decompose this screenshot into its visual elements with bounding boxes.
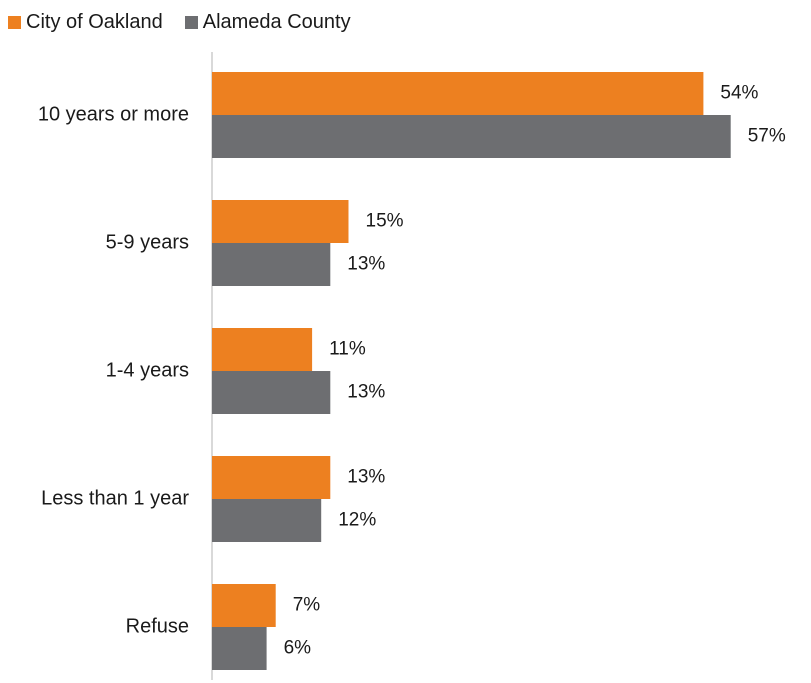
category-label-10-years-or-more: 10 years or more <box>38 103 189 125</box>
legend-label-city-of-oakland: City of Oakland <box>26 10 163 33</box>
bar-city-of-oakland-10-years-or-more <box>212 72 704 115</box>
data-label-alameda-county-less-than-1-year: 12% <box>338 510 376 531</box>
category-label-1-4-years: 1-4 years <box>106 359 189 381</box>
category-label-5-9-years: 5-9 years <box>106 231 189 253</box>
legend-item-alameda-county: Alameda County <box>184 10 351 34</box>
bar-alameda-county-10-years-or-more <box>212 115 731 158</box>
legend: City of Oakland Alameda County <box>8 8 373 36</box>
legend-label-alameda-county: Alameda County <box>202 10 351 33</box>
data-label-alameda-county-5-9-years: 13% <box>347 254 385 275</box>
bar-city-of-oakland-refuse <box>212 584 276 627</box>
data-label-city-of-oakland-1-4-years: 11% <box>329 339 366 360</box>
legend-swatch-city-of-oakland <box>8 15 21 29</box>
data-label-city-of-oakland-10-years-or-more: 54% <box>720 83 758 104</box>
data-label-city-of-oakland-5-9-years: 15% <box>366 211 404 232</box>
legend-item-city-of-oakland: City of Oakland <box>8 11 163 34</box>
bar-alameda-county-less-than-1-year <box>212 499 322 542</box>
bar-alameda-county-5-9-years <box>212 243 331 286</box>
data-label-city-of-oakland-less-than-1-year: 13% <box>347 467 385 488</box>
data-label-alameda-county-refuse: 6% <box>284 638 312 659</box>
bar-city-of-oakland-5-9-years <box>212 200 349 243</box>
legend-swatch-alameda-county <box>184 15 198 29</box>
bar-city-of-oakland-less-than-1-year <box>212 456 331 499</box>
bar-alameda-county-1-4-years <box>212 371 331 414</box>
bar-alameda-county-refuse <box>212 627 267 670</box>
data-label-city-of-oakland-refuse: 7% <box>293 595 321 616</box>
bar-city-of-oakland-1-4-years <box>212 328 313 371</box>
data-label-alameda-county-1-4-years: 13% <box>347 382 385 403</box>
category-label-less-than-1-year: Less than 1 year <box>41 487 189 509</box>
category-label-refuse: Refuse <box>126 615 189 637</box>
data-label-alameda-county-10-years-or-more: 57% <box>748 126 786 147</box>
